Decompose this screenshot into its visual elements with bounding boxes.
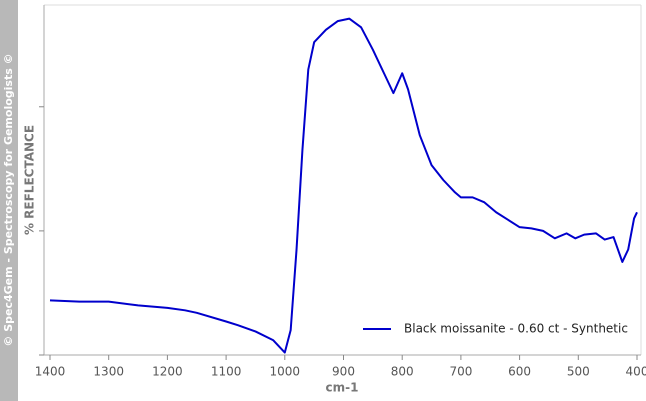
x-tick-label: 1300 [93,365,124,379]
y-axis-label: % REFLECTANCE [23,125,37,235]
watermark: © Spec4Gem - Spectroscopy for Gemologist… [2,53,15,346]
x-tick-label: 1400 [35,365,66,379]
x-tick-label: 900 [332,365,355,379]
x-tick-label: 600 [508,365,531,379]
x-tick-label: 500 [567,365,590,379]
x-tick-label: 800 [391,365,414,379]
x-tick-label: 700 [449,365,472,379]
legend-label: Black moissanite - 0.60 ct - Synthetic [404,322,628,336]
x-tick-label: 1100 [211,365,242,379]
x-axis-label: cm-1 [326,381,359,395]
side-strip [0,0,18,401]
x-tick-label: 1000 [270,365,301,379]
x-tick-label: 1200 [152,365,183,379]
data-line [49,17,638,354]
x-tick-label: 400 [626,365,646,379]
